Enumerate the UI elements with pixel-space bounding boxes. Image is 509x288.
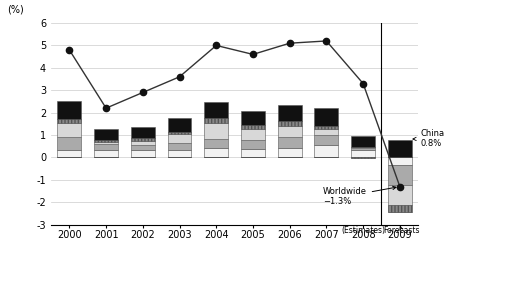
Bar	[277, 137, 301, 148]
Bar	[241, 141, 264, 149]
Text: Worldwide
−1.3%: Worldwide −1.3%	[322, 186, 395, 206]
Bar	[94, 129, 118, 141]
Bar	[167, 118, 191, 132]
Bar	[131, 150, 154, 158]
Bar	[204, 123, 228, 139]
Bar	[351, 136, 374, 147]
Bar	[58, 149, 81, 158]
Bar	[58, 123, 81, 137]
Bar	[387, 185, 411, 205]
Bar	[167, 132, 191, 134]
Bar	[241, 111, 264, 125]
Bar	[58, 101, 81, 119]
Bar	[167, 134, 191, 143]
Bar	[131, 141, 154, 145]
Bar	[131, 145, 154, 150]
Bar	[204, 118, 228, 123]
Text: (%): (%)	[7, 5, 23, 15]
Bar	[167, 143, 191, 149]
Bar	[204, 139, 228, 149]
Bar	[131, 127, 154, 139]
Bar	[314, 108, 337, 126]
Bar	[94, 141, 118, 142]
Bar	[204, 102, 228, 118]
Bar	[58, 119, 81, 123]
Bar	[351, 149, 374, 158]
Bar	[94, 142, 118, 143]
Bar	[277, 148, 301, 158]
Bar	[241, 149, 264, 158]
Text: (Estimates): (Estimates)	[341, 226, 384, 235]
Bar	[241, 125, 264, 129]
Bar	[204, 149, 228, 158]
Text: Forecasts: Forecasts	[383, 226, 419, 235]
Bar	[277, 126, 301, 137]
Bar	[94, 150, 118, 158]
Bar	[314, 135, 337, 145]
Bar	[58, 137, 81, 149]
Bar	[387, 158, 411, 165]
Bar	[387, 139, 411, 158]
Bar	[241, 129, 264, 141]
Text: China
0.8%: China 0.8%	[412, 129, 443, 148]
Bar	[314, 126, 337, 129]
Bar	[314, 145, 337, 158]
Bar	[277, 105, 301, 121]
Bar	[387, 205, 411, 212]
Bar	[314, 129, 337, 135]
Bar	[277, 121, 301, 126]
Bar	[94, 143, 118, 150]
Bar	[351, 148, 374, 149]
Bar	[131, 139, 154, 141]
Bar	[167, 149, 191, 158]
Bar	[387, 165, 411, 185]
Bar	[351, 147, 374, 148]
